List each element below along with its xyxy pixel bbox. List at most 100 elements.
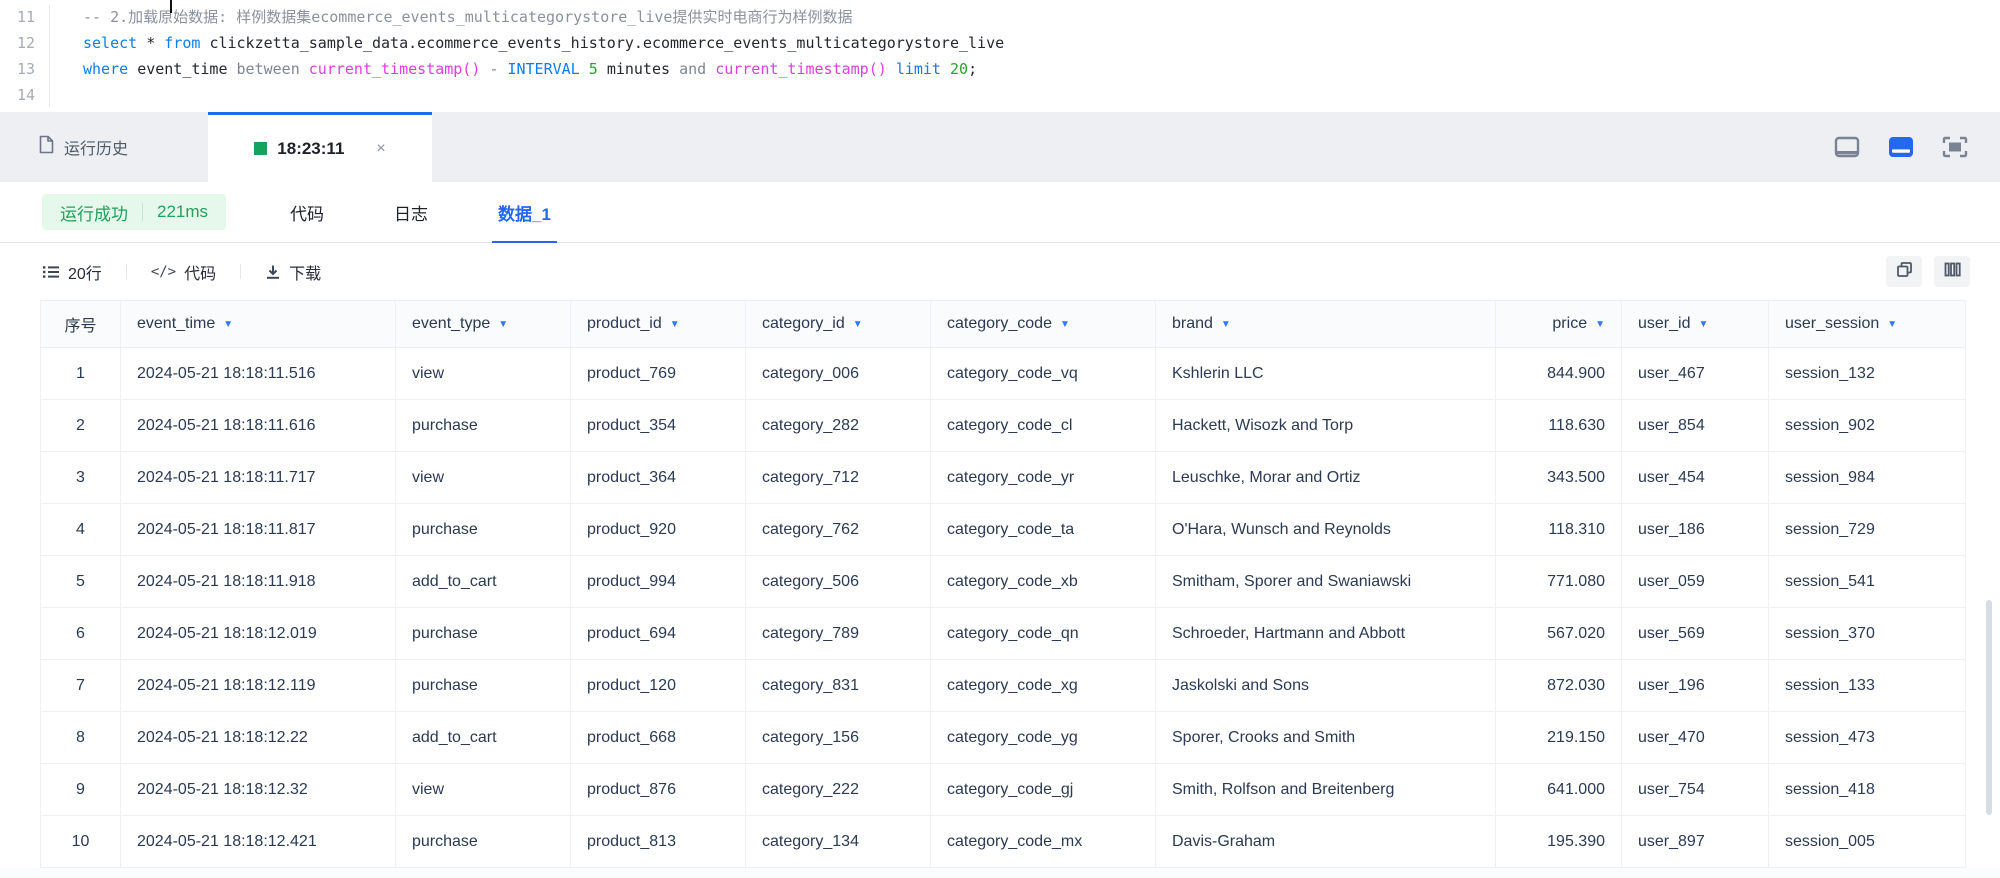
cell-user_id: user_454: [1621, 451, 1769, 504]
cell-event_time: 2024-05-21 18:18:11.616: [120, 399, 396, 452]
table-row: 9 2024-05-21 18:18:12.32 view product_876 ca…: [40, 763, 1966, 816]
cell-price: 771.080: [1495, 555, 1622, 608]
cell-price: 219.150: [1495, 711, 1622, 764]
cell-event_time: 2024-05-21 18:18:11.918: [120, 555, 396, 608]
cell-category_code: category_code_xb: [930, 555, 1156, 608]
code-line[interactable]: 12 select * from clickzetta_sample_data.e…: [0, 30, 2000, 56]
cell-user_session: session_370: [1768, 607, 1966, 660]
column-header-index: 序号: [40, 300, 121, 348]
cell-product_id: product_813: [570, 815, 746, 868]
table-header-row: 序号 event_time ▼ event_type ▼ product_id ▼ categ…: [40, 300, 1966, 348]
table-row: 1 2024-05-21 18:18:11.516 view product_769 c…: [40, 347, 1966, 400]
filter-triangle-icon[interactable]: ▼: [498, 319, 509, 330]
table-row: 4 2024-05-21 18:18:11.817 purchase product_…: [40, 503, 1966, 556]
cell-category_code: category_code_vq: [930, 347, 1156, 400]
cell-category_code: category_code_yg: [930, 711, 1156, 764]
column-header-category_code[interactable]: category_code ▼: [930, 300, 1156, 348]
filter-triangle-icon[interactable]: ▼: [1595, 319, 1605, 330]
run-history-label: 运行历史: [64, 141, 129, 158]
table-body: 1 2024-05-21 18:18:11.516 view product_769 c…: [40, 347, 1966, 868]
code-button-label: 代码: [184, 265, 217, 283]
status-badge: 运行成功 221ms: [42, 194, 227, 230]
filter-triangle-icon[interactable]: ▼: [1220, 319, 1231, 330]
code-line[interactable]: 11 -- 2.加载原始数据: 样例数据集ecommerce_events_mul…: [0, 4, 2000, 30]
cell-category_code: category_code_qn: [930, 607, 1156, 660]
cell-brand: Jaskolski and Sons: [1155, 659, 1496, 712]
column-header-user_session[interactable]: user_session ▼: [1768, 300, 1966, 348]
row-count-button[interactable]: 20行: [42, 260, 102, 284]
cell-product_id: product_120: [570, 659, 746, 712]
row-count-label: 20行: [68, 265, 102, 283]
fullscreen-icon[interactable]: [1942, 136, 1968, 158]
filter-triangle-icon[interactable]: ▼: [223, 319, 234, 330]
cell-category_id: category_831: [745, 659, 931, 712]
document-icon: [38, 135, 55, 159]
column-header-brand[interactable]: brand ▼: [1155, 300, 1496, 348]
filter-triangle-icon[interactable]: ▼: [1887, 319, 1898, 330]
close-icon[interactable]: ×: [376, 139, 386, 157]
column-label: brand: [1172, 315, 1213, 332]
cell-brand: Kshlerin LLC: [1155, 347, 1496, 400]
cell-category_code: category_code_xg: [930, 659, 1156, 712]
cell-user_id: user_470: [1621, 711, 1769, 764]
cell-category_id: category_789: [745, 607, 931, 660]
panel-controls: [1834, 112, 2000, 182]
cell-user_id: user_897: [1621, 815, 1769, 868]
cell-category_code: category_code_mx: [930, 815, 1156, 868]
code-button[interactable]: </> 代码: [151, 260, 216, 284]
cell-user_session: session_132: [1768, 347, 1966, 400]
cell-event_type: view: [395, 347, 571, 400]
bottom-strip: [0, 868, 2000, 878]
cell-category_id: category_006: [745, 347, 931, 400]
cell-product_id: product_364: [570, 451, 746, 504]
code-line[interactable]: 14: [0, 82, 2000, 108]
column-header-price[interactable]: price ▼: [1495, 300, 1622, 348]
result-status-row: 运行成功 221ms 代码 日志 数据_1: [0, 182, 2000, 243]
cell-index: 4: [40, 503, 121, 556]
cell-category_code: category_code_ta: [930, 503, 1156, 556]
result-tabbar: 运行历史 18:23:11 ×: [0, 112, 2000, 182]
cell-brand: Davis-Graham: [1155, 815, 1496, 868]
result-tab[interactable]: 18:23:11 ×: [208, 112, 433, 182]
filter-triangle-icon[interactable]: ▼: [1698, 319, 1709, 330]
cell-price: 118.630: [1495, 399, 1622, 452]
column-header-category_id[interactable]: category_id ▼: [745, 300, 931, 348]
result-tab-title: 18:23:11: [277, 138, 345, 158]
sql-editor[interactable]: 11 -- 2.加载原始数据: 样例数据集ecommerce_events_mul…: [0, 0, 2000, 112]
column-header-user_id[interactable]: user_id ▼: [1621, 300, 1769, 348]
run-history-button[interactable]: 运行历史: [0, 112, 128, 182]
tab-code[interactable]: 代码: [290, 204, 325, 224]
column-label: 序号: [64, 318, 97, 335]
filter-triangle-icon[interactable]: ▼: [852, 319, 863, 330]
cell-event_time: 2024-05-21 18:18:11.717: [120, 451, 396, 504]
download-button[interactable]: 下载: [265, 260, 321, 284]
column-label: product_id: [587, 315, 662, 332]
code-line[interactable]: 13 where event_time between current_times…: [0, 56, 2000, 82]
table-row: 8 2024-05-21 18:18:12.22 add_to_cart produc…: [40, 711, 1966, 764]
column-header-event_time[interactable]: event_time ▼: [120, 300, 396, 348]
list-icon: [42, 264, 60, 280]
result-table: 序号 event_time ▼ event_type ▼ product_id ▼ categ…: [40, 300, 1966, 868]
panel-maximized-icon[interactable]: [1888, 136, 1914, 158]
cell-brand: O'Hara, Wunsch and Reynolds: [1155, 503, 1496, 556]
cell-product_id: product_354: [570, 399, 746, 452]
cell-event_type: purchase: [395, 399, 571, 452]
copy-button[interactable]: [1886, 256, 1922, 287]
column-header-product_id[interactable]: product_id ▼: [570, 300, 746, 348]
columns-button[interactable]: [1934, 256, 1970, 287]
tab-data1[interactable]: 数据_1: [492, 182, 557, 243]
filter-triangle-icon[interactable]: ▼: [669, 319, 680, 330]
cell-product_id: product_876: [570, 763, 746, 816]
column-header-event_type[interactable]: event_type ▼: [395, 300, 571, 348]
cell-index: 9: [40, 763, 121, 816]
panel-bottom-icon[interactable]: [1834, 136, 1860, 158]
cell-price: 567.020: [1495, 607, 1622, 660]
vertical-scrollbar[interactable]: [1986, 600, 1992, 815]
cell-event_type: view: [395, 763, 571, 816]
filter-triangle-icon[interactable]: ▼: [1059, 319, 1070, 330]
table-row: 10 2024-05-21 18:18:12.421 purchase product…: [40, 815, 1966, 868]
cell-category_code: category_code_yr: [930, 451, 1156, 504]
column-label: event_type: [412, 315, 491, 332]
cell-category_id: category_156: [745, 711, 931, 764]
tab-log[interactable]: 日志: [394, 204, 429, 224]
